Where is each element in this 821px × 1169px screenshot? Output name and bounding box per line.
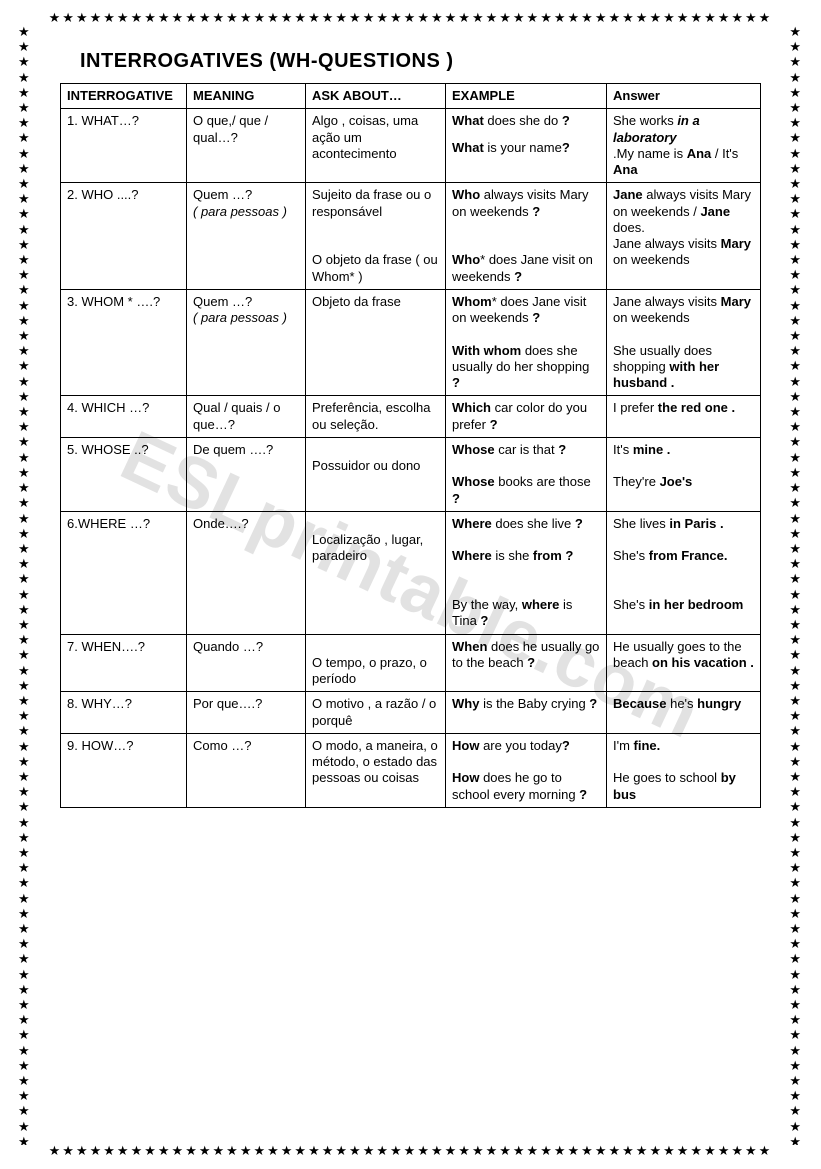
cell-ask-about: Sujeito da frase ou o responsávelO objet… — [306, 183, 446, 290]
cell-example: Who always visits Mary on weekends ?Who*… — [446, 183, 607, 290]
border-top: ★★★★★★★★★★★★★★★★★★★★★★★★★★★★★★★★★★★★★★★★… — [14, 10, 807, 26]
cell-meaning: Qual / quais / o que…? — [187, 396, 306, 438]
cell-meaning: Por que….? — [187, 692, 306, 734]
cell-answer: Jane always visits Mary on weekendsShe u… — [607, 289, 761, 396]
cell-meaning: De quem ….? — [187, 437, 306, 511]
cell-interrogative: 8. WHY…? — [61, 692, 187, 734]
border-left: ★★★★★★★★★★★★★★★★★★★★★★★★★★★★★★★★★★★★★★★★… — [18, 24, 32, 1145]
cell-example: Whose car is that ?Whose books are those… — [446, 437, 607, 511]
cell-answer: She lives in Paris .She's from France.Sh… — [607, 511, 761, 634]
cell-example: Why is the Baby crying ? — [446, 692, 607, 734]
table-row: 4. WHICH …?Qual / quais / o que…?Preferê… — [61, 396, 761, 438]
table-row: 5. WHOSE ..?De quem ….?Possuidor ou dono… — [61, 437, 761, 511]
cell-interrogative: 2. WHO ....? — [61, 183, 187, 290]
cell-ask-about: Objeto da frase — [306, 289, 446, 396]
content-area: INTERROGATIVES (WH-QUESTIONS ) INTERROGA… — [32, 26, 789, 820]
cell-interrogative: 5. WHOSE ..? — [61, 437, 187, 511]
border-right: ★★★★★★★★★★★★★★★★★★★★★★★★★★★★★★★★★★★★★★★★… — [789, 24, 803, 1145]
cell-interrogative: 4. WHICH …? — [61, 396, 187, 438]
cell-ask-about: Localização , lugar, paradeiro — [306, 511, 446, 634]
cell-ask-about: Preferência, escolha ou seleção. — [306, 396, 446, 438]
table-header-row: INTERROGATIVE MEANING ASK ABOUT… EXAMPLE… — [61, 84, 761, 109]
cell-meaning: Quem …?( para pessoas ) — [187, 183, 306, 290]
cell-meaning: Como …? — [187, 733, 306, 807]
border-bottom: ★★★★★★★★★★★★★★★★★★★★★★★★★★★★★★★★★★★★★★★★… — [14, 1143, 807, 1159]
cell-meaning: O que,/ que / qual…? — [187, 109, 306, 183]
cell-answer: It's mine .They're Joe's — [607, 437, 761, 511]
cell-interrogative: 1. WHAT…? — [61, 109, 187, 183]
table-row: 3. WHOM * ….?Quem …?( para pessoas )Obje… — [61, 289, 761, 396]
cell-interrogative: 9. HOW…? — [61, 733, 187, 807]
cell-example: What does she do ?What is your name? — [446, 109, 607, 183]
interrogatives-table: INTERROGATIVE MEANING ASK ABOUT… EXAMPLE… — [60, 83, 761, 808]
col-interrogative: INTERROGATIVE — [61, 84, 187, 109]
page-title: INTERROGATIVES (WH-QUESTIONS ) — [80, 50, 761, 73]
cell-ask-about: O tempo, o prazo, o período — [306, 634, 446, 692]
col-ask-about: ASK ABOUT… — [306, 84, 446, 109]
cell-example: When does he usually go to the beach ? — [446, 634, 607, 692]
cell-answer: I'm fine.He goes to school by bus — [607, 733, 761, 807]
cell-example: How are you today?How does he go to scho… — [446, 733, 607, 807]
cell-ask-about: O modo, a maneira, o método, o estado da… — [306, 733, 446, 807]
table-row: 7. WHEN….?Quando …?O tempo, o prazo, o p… — [61, 634, 761, 692]
col-example: EXAMPLE — [446, 84, 607, 109]
worksheet-page: ESLprintable.com ★★★★★★★★★★★★★★★★★★★★★★★… — [0, 0, 821, 1169]
cell-answer: She works in a laboratory.My name is Ana… — [607, 109, 761, 183]
cell-answer: I prefer the red one . — [607, 396, 761, 438]
table-row: 9. HOW…?Como …?O modo, a maneira, o méto… — [61, 733, 761, 807]
table-row: 1. WHAT…?O que,/ que / qual…?Algo , cois… — [61, 109, 761, 183]
cell-example: Which car color do you prefer ? — [446, 396, 607, 438]
cell-example: Where does she live ?Where is she from ?… — [446, 511, 607, 634]
table-row: 6.WHERE …?Onde….?Localização , lugar, pa… — [61, 511, 761, 634]
cell-ask-about: Possuidor ou dono — [306, 437, 446, 511]
table-row: 2. WHO ....?Quem …?( para pessoas )Sujei… — [61, 183, 761, 290]
cell-answer: Jane always visits Mary on weekends / Ja… — [607, 183, 761, 290]
cell-ask-about: O motivo , a razão / o porquê — [306, 692, 446, 734]
cell-example: Whom* does Jane visit on weekends ?With … — [446, 289, 607, 396]
cell-meaning: Quando …? — [187, 634, 306, 692]
cell-interrogative: 7. WHEN….? — [61, 634, 187, 692]
cell-meaning: Onde….? — [187, 511, 306, 634]
cell-answer: He usually goes to the beach on his vaca… — [607, 634, 761, 692]
table-body: 1. WHAT…?O que,/ que / qual…?Algo , cois… — [61, 109, 761, 808]
cell-interrogative: 3. WHOM * ….? — [61, 289, 187, 396]
col-answer: Answer — [607, 84, 761, 109]
cell-ask-about: Algo , coisas, uma ação um acontecimento — [306, 109, 446, 183]
table-row: 8. WHY…?Por que….?O motivo , a razão / o… — [61, 692, 761, 734]
cell-answer: Because he's hungry — [607, 692, 761, 734]
col-meaning: MEANING — [187, 84, 306, 109]
cell-meaning: Quem …?( para pessoas ) — [187, 289, 306, 396]
cell-interrogative: 6.WHERE …? — [61, 511, 187, 634]
